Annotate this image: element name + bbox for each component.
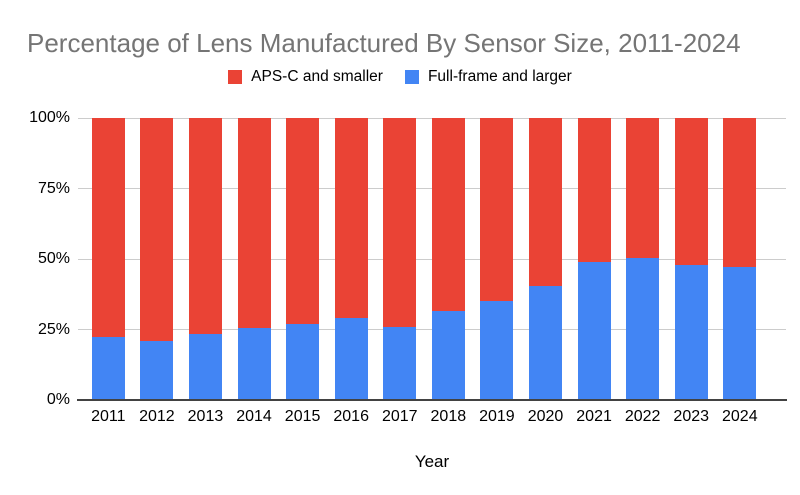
segment-apsc-2015 — [286, 118, 320, 324]
segment-fullframe-2012 — [140, 340, 174, 400]
bar-group-2017 — [375, 118, 424, 400]
bar-group-2016 — [327, 118, 376, 400]
bar-group-2019 — [473, 118, 522, 400]
legend-item-apsc: APS-C and smaller — [228, 68, 383, 86]
segment-apsc-2012 — [140, 118, 174, 341]
segment-fullframe-2018 — [431, 311, 465, 400]
segment-apsc-2021 — [577, 118, 611, 262]
stacked-bar-2017 — [383, 118, 417, 400]
segment-apsc-2022 — [626, 118, 660, 258]
x-tick-label-2014: 2014 — [236, 408, 272, 425]
stacked-bar-2015 — [286, 118, 320, 400]
legend-label-apsc: APS-C and smaller — [251, 68, 383, 85]
segment-apsc-2011 — [91, 118, 125, 337]
x-axis-tick-labels: 2011 2012 2013 2014 2015 2016 2017 2018 2019 2020… — [84, 408, 764, 426]
segment-apsc-2017 — [383, 118, 417, 327]
segment-apsc-2019 — [480, 118, 514, 302]
bar-group-2022 — [618, 118, 667, 400]
stacked-bar-2011 — [91, 118, 125, 400]
segment-fullframe-2016 — [334, 318, 368, 400]
bar-group-2015 — [278, 118, 327, 400]
x-tick-label-2020: 2020 — [527, 408, 564, 425]
bar-group-2014 — [230, 118, 279, 400]
segment-fullframe-2024 — [723, 267, 757, 400]
segment-fullframe-2013 — [188, 333, 222, 400]
stacked-bar-2013 — [188, 118, 222, 400]
legend-swatch-fullframe-icon — [404, 70, 419, 84]
stacked-bar-2020 — [528, 118, 562, 400]
bar-group-2012 — [133, 118, 182, 400]
bar-group-2023 — [667, 118, 716, 400]
segment-apsc-2024 — [723, 118, 757, 268]
chart-title: Percentage of Lens Manufactured By Senso… — [27, 28, 741, 58]
bar-group-2011 — [84, 118, 133, 400]
x-tick-label-2016: 2016 — [333, 408, 369, 425]
stacked-bar-2014 — [237, 118, 271, 400]
legend-item-fullframe: Full-frame and larger — [404, 68, 572, 86]
segment-fullframe-2014 — [237, 328, 271, 400]
y-tick-label-0%: 0% — [46, 391, 70, 408]
segment-apsc-2023 — [674, 118, 708, 265]
bar-group-2020 — [521, 118, 570, 400]
y-tick-label-75%: 75% — [37, 179, 70, 197]
stacked-bar-2023 — [674, 118, 708, 400]
stacked-bar-2016 — [334, 118, 368, 400]
stacked-bar-2012 — [140, 118, 174, 400]
stacked-bar-2019 — [480, 118, 514, 400]
segment-fullframe-2023 — [674, 264, 708, 400]
segment-apsc-2014 — [237, 118, 271, 329]
legend-swatch-apsc-icon — [228, 70, 243, 84]
segment-fullframe-2019 — [480, 301, 514, 400]
stacked-bar-2021 — [577, 118, 611, 400]
segment-fullframe-2017 — [383, 326, 417, 400]
x-tick-label-2013: 2013 — [187, 408, 224, 425]
x-tick-label-2012: 2012 — [139, 408, 175, 425]
plot-area — [84, 118, 764, 400]
x-tick-label-2017: 2017 — [381, 408, 418, 425]
x-tick-label-2024: 2024 — [722, 408, 758, 425]
segment-fullframe-2015 — [286, 323, 320, 400]
x-tick-label-2019: 2019 — [479, 408, 515, 425]
x-tick-label-2011: 2011 — [91, 408, 126, 425]
x-tick-label-2018: 2018 — [430, 408, 467, 425]
segment-fullframe-2011 — [91, 336, 125, 400]
x-axis-title: Year — [414, 452, 450, 471]
y-tick-label-50%: 50% — [37, 250, 70, 267]
x-tick-label-2021: 2021 — [576, 408, 612, 425]
segment-apsc-2013 — [188, 118, 222, 334]
stacked-bar-2024 — [723, 118, 757, 400]
legend-label-fullframe: Full-frame and larger — [427, 68, 572, 85]
segment-fullframe-2021 — [577, 261, 611, 400]
x-axis-line — [77, 399, 787, 401]
segment-fullframe-2020 — [528, 285, 562, 400]
x-tick-label-2023: 2023 — [673, 408, 710, 425]
y-tick-label-100%: 100% — [29, 109, 70, 126]
segment-apsc-2020 — [528, 118, 562, 286]
y-tick-label-25%: 25% — [37, 320, 70, 338]
x-tick-label-2022: 2022 — [624, 408, 661, 425]
x-tick-label-2015: 2015 — [284, 408, 321, 425]
segment-fullframe-2022 — [626, 257, 660, 400]
bar-group-2024 — [716, 118, 765, 400]
legend: APS-C and smaller Full-frame and larger — [0, 68, 800, 86]
y-axis-labels: 0% 25% 50% 75% 100% — [0, 110, 70, 408]
segment-apsc-2018 — [431, 118, 465, 312]
bar-group-2018 — [424, 118, 473, 400]
bar-group-2021 — [570, 118, 619, 400]
stacked-bar-2022 — [626, 118, 660, 400]
stacked-bar-2018 — [431, 118, 465, 400]
bar-group-2013 — [181, 118, 230, 400]
segment-apsc-2016 — [334, 118, 368, 319]
